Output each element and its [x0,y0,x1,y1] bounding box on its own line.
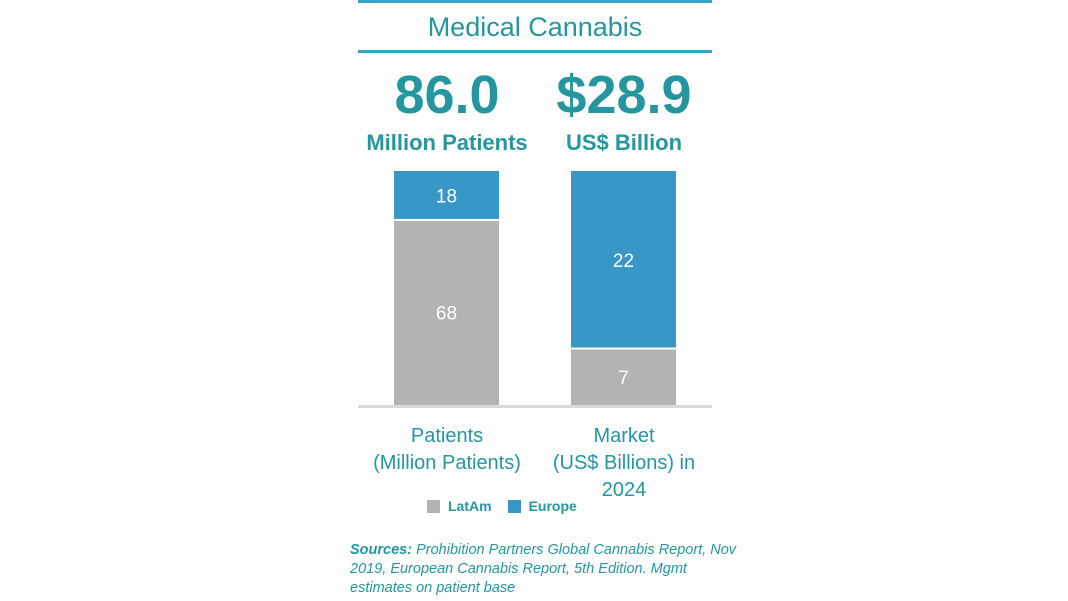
bar-europe-0 [394,171,499,219]
bar-europe-1 [571,171,676,348]
top-rule [358,0,712,3]
patients-unit: Million Patients [366,130,528,155]
sources-text: Prohibition Partners Global Cannabis Rep… [350,542,737,596]
data-label-europe-1: 22 [613,251,634,272]
sources-note: Sources: Prohibition Partners Global Can… [350,541,740,598]
market-unit: US$ Billion [565,130,683,155]
category-label-market: Market (US$ Billions) in 2024 [514,423,734,504]
legend-item-europe: Europe [507,498,577,514]
category-label-line: 2024 [601,479,647,501]
chart-title: Medical Cannabis [427,12,643,42]
category-label-line: (Million Patients) [373,452,521,474]
legend-swatch-latam [427,499,440,513]
bar-latam-0 [394,220,499,405]
legend: LatAm Europe [427,496,593,516]
legend-label-europe: Europe [528,498,577,514]
data-label-latam-1: 7 [618,368,629,389]
legend-item-latam: LatAm [427,498,492,514]
category-label-patients: Patients (Million Patients) [337,423,557,477]
category-label-line: Patients [410,425,484,447]
bar-latam-1 [571,349,676,405]
category-label-line: Market [593,425,655,447]
market-total: $28.9 [556,65,692,125]
category-label-line: (US$ Billions) in [552,452,696,474]
data-label-latam-0: 68 [436,303,457,324]
title-underline [358,50,712,53]
legend-label-latam: LatAm [448,498,492,514]
data-label-europe-0: 18 [436,186,457,207]
patients-total: 86.0 [394,65,500,125]
legend-swatch-europe [507,499,521,513]
sources-label: Sources: [350,542,413,558]
